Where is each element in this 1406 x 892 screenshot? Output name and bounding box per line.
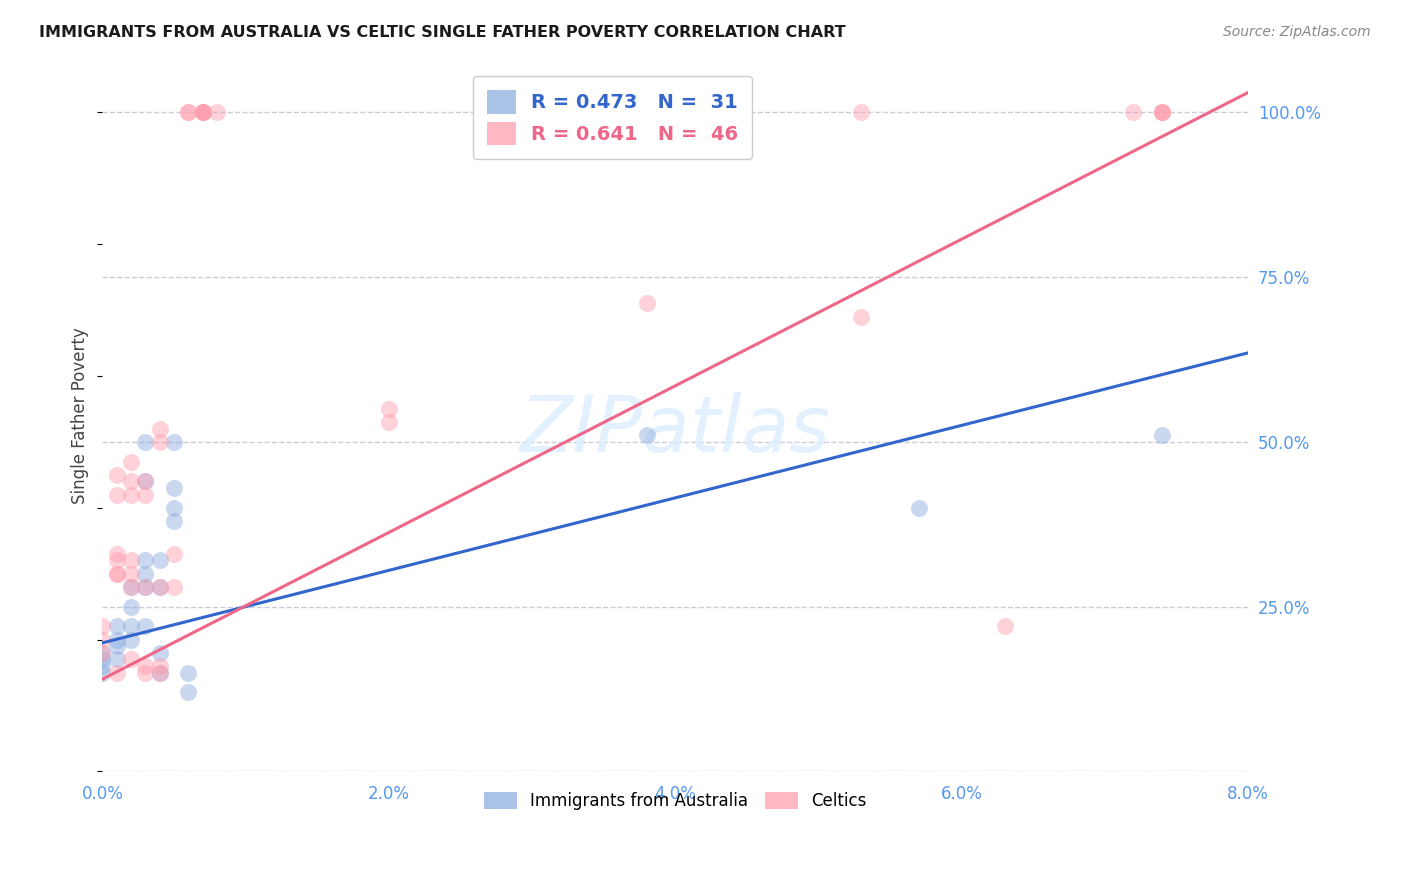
Point (120, 580, 142, 594)
Point (177, 105, 200, 120)
Point (163, 547, 186, 561)
Point (134, 487, 156, 501)
Point (105, 467, 128, 482)
Point (91, 646, 114, 660)
Point (120, 632, 142, 647)
Point (134, 566, 156, 581)
Point (1122, 105, 1144, 120)
Point (120, 455, 142, 469)
Point (120, 553, 142, 567)
Point (1152, 105, 1174, 120)
Point (120, 580, 142, 594)
Point (105, 639, 128, 653)
Point (149, 646, 172, 660)
Point (149, 434, 172, 449)
Point (163, 434, 186, 449)
Point (105, 566, 128, 581)
Point (134, 580, 156, 594)
Point (191, 105, 214, 120)
Point (177, 105, 200, 120)
Point (91, 632, 114, 647)
Point (149, 665, 172, 680)
Point (636, 428, 658, 442)
Point (149, 659, 172, 673)
Point (91, 646, 114, 660)
Point (134, 553, 156, 567)
Point (134, 580, 156, 594)
Y-axis label: Single Father Poverty: Single Father Poverty (72, 327, 89, 504)
Point (191, 105, 214, 120)
Point (993, 619, 1015, 633)
Point (163, 500, 186, 515)
Text: Source: ZipAtlas.com: Source: ZipAtlas.com (1223, 25, 1371, 39)
Point (105, 566, 128, 581)
Point (134, 434, 156, 449)
Point (149, 665, 172, 680)
Point (1152, 105, 1174, 120)
Point (120, 487, 142, 501)
Point (120, 566, 142, 581)
Point (163, 514, 186, 528)
Point (105, 665, 128, 680)
Point (205, 105, 228, 120)
Point (105, 632, 128, 647)
Point (163, 481, 186, 495)
Point (105, 547, 128, 561)
Legend: Immigrants from Australia, Celtics: Immigrants from Australia, Celtics (477, 785, 873, 816)
Point (134, 475, 156, 489)
Point (134, 475, 156, 489)
Point (134, 659, 156, 673)
Point (105, 652, 128, 666)
Point (177, 665, 200, 680)
Point (636, 296, 658, 310)
Text: ZIPatlas: ZIPatlas (520, 392, 831, 467)
Point (120, 475, 142, 489)
Point (378, 401, 401, 416)
Point (134, 665, 156, 680)
Point (191, 105, 214, 120)
Point (378, 415, 401, 429)
Text: IMMIGRANTS FROM AUSTRALIA VS CELTIC SINGLE FATHER POVERTY CORRELATION CHART: IMMIGRANTS FROM AUSTRALIA VS CELTIC SING… (39, 25, 846, 40)
Point (191, 105, 214, 120)
Point (120, 652, 142, 666)
Point (149, 580, 172, 594)
Point (91, 619, 114, 633)
Point (851, 310, 873, 324)
Point (91, 665, 114, 680)
Point (105, 619, 128, 633)
Point (105, 553, 128, 567)
Point (163, 580, 186, 594)
Point (105, 487, 128, 501)
Point (851, 105, 873, 120)
Point (1152, 428, 1174, 442)
Point (907, 500, 929, 515)
Point (1152, 105, 1174, 120)
Point (149, 422, 172, 436)
Point (120, 619, 142, 633)
Point (149, 553, 172, 567)
Point (120, 599, 142, 614)
Point (177, 685, 200, 699)
Point (134, 619, 156, 633)
Point (91, 652, 114, 666)
Point (91, 659, 114, 673)
Point (149, 580, 172, 594)
